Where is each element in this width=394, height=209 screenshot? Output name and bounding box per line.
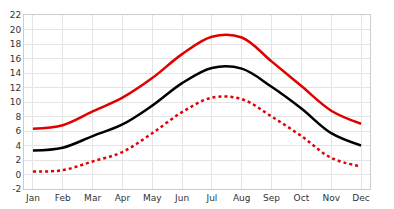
svg-text:6: 6 (15, 126, 21, 136)
svg-text:-2: -2 (12, 184, 21, 194)
svg-text:Feb: Feb (55, 193, 71, 203)
svg-text:Jan: Jan (25, 193, 40, 203)
svg-text:20: 20 (10, 25, 22, 35)
svg-text:Aug: Aug (233, 193, 251, 203)
svg-text:Dec: Dec (352, 193, 369, 203)
svg-text:Jul: Jul (205, 193, 217, 203)
svg-text:Apr: Apr (115, 193, 131, 203)
svg-text:8: 8 (15, 112, 21, 122)
svg-text:Nov: Nov (322, 193, 340, 203)
svg-text:May: May (143, 193, 162, 203)
svg-text:Mar: Mar (84, 193, 101, 203)
svg-text:0: 0 (15, 170, 21, 180)
svg-text:10: 10 (10, 97, 22, 107)
svg-text:Oct: Oct (294, 193, 310, 203)
svg-text:2: 2 (15, 155, 21, 165)
svg-text:18: 18 (10, 39, 22, 49)
svg-text:4: 4 (15, 141, 21, 151)
svg-text:22: 22 (10, 10, 21, 20)
svg-text:14: 14 (10, 68, 22, 78)
svg-text:12: 12 (10, 83, 21, 93)
svg-text:Jun: Jun (174, 193, 189, 203)
svg-text:Sep: Sep (263, 193, 280, 203)
svg-text:16: 16 (10, 54, 22, 64)
